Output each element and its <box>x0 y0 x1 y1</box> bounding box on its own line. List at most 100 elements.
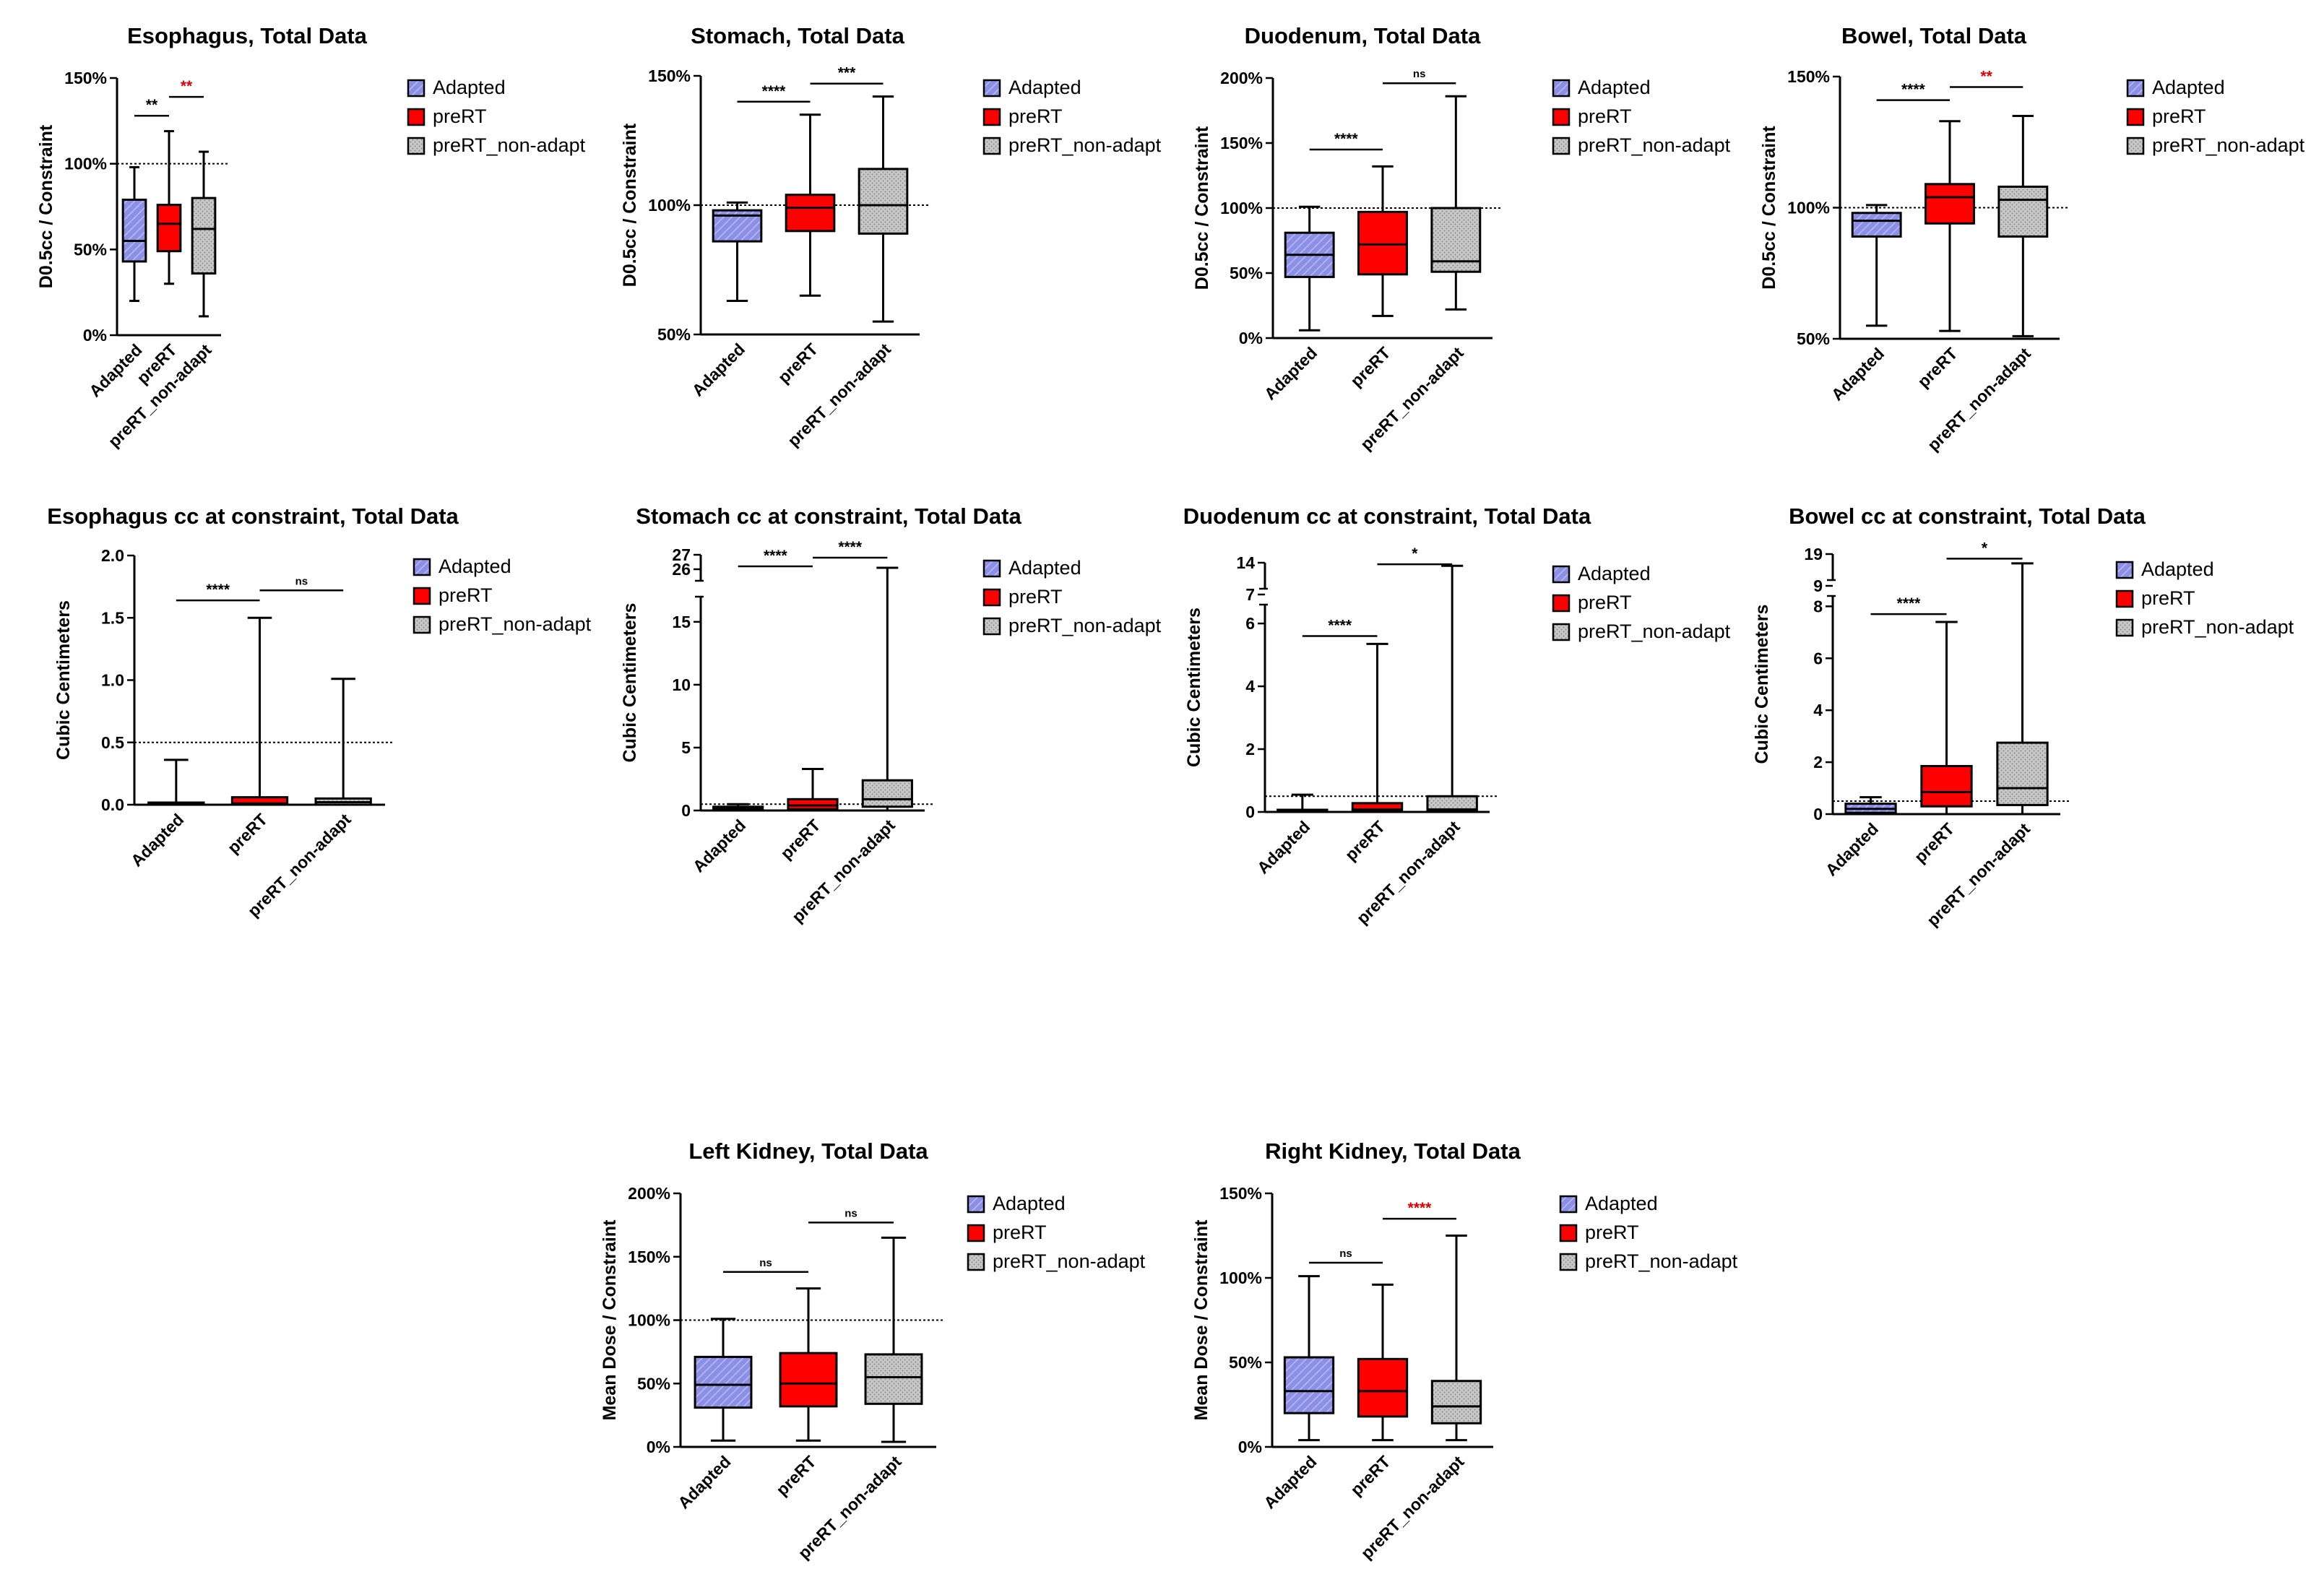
y-tick-label: 7 <box>1245 585 1255 604</box>
legend-swatch <box>1552 594 1571 613</box>
significance-label: * <box>1412 545 1418 562</box>
legend-entry: preRT <box>439 584 493 606</box>
y-tick-label: 14 <box>1236 553 1255 572</box>
significance-label: *** <box>838 65 856 82</box>
x-category-label: Adapted <box>127 810 187 870</box>
chart-panel: Stomach, Total Data D0.5cc / Constraint 50… <box>620 23 1162 450</box>
y-tick-label: 2 <box>1813 753 1823 771</box>
legend: Adapted preRT preRT_non-adapt <box>2126 77 2305 156</box>
legend-swatch <box>2115 618 2134 637</box>
box-prert-non-adapt <box>858 95 909 323</box>
y-tick-label: 8 <box>1813 597 1823 615</box>
y-axis-label: D0.5cc / Constraint <box>1759 126 1779 290</box>
box-iqr <box>1996 741 2049 806</box>
y-tick-label: 50% <box>657 325 691 344</box>
legend-swatch <box>1552 79 1571 98</box>
y-tick-label: 0 <box>681 801 691 820</box>
x-category-label: Adapted <box>689 816 749 876</box>
y-tick-label: 50% <box>637 1374 670 1393</box>
y-tick-label: 2.0 <box>101 546 124 565</box>
box-prert-non-adapt <box>1996 562 2049 816</box>
y-tick-label: 6 <box>1813 649 1823 667</box>
legend-entry: Adapted <box>1585 1193 1658 1214</box>
box-iqr <box>1357 1357 1409 1418</box>
legend-swatch <box>982 559 1001 578</box>
box-prert-non-adapt <box>191 150 217 318</box>
chart-title: Duodenum, Total Data <box>1245 23 1481 48</box>
box-adapted <box>1277 793 1329 813</box>
box-iqr <box>121 199 147 263</box>
legend-swatch <box>2126 108 2145 126</box>
legend-swatch <box>1552 108 1571 126</box>
significance-label: **** <box>1408 1200 1433 1216</box>
legend-swatch <box>1552 623 1571 641</box>
box-iqr <box>785 194 836 233</box>
legend-swatch <box>982 108 1001 126</box>
box-prert <box>1920 621 1973 816</box>
y-tick-label: 27 <box>672 545 691 564</box>
significance-label: **** <box>1334 131 1359 147</box>
box-prert <box>1357 1283 1409 1442</box>
y-tick-label: 2 <box>1245 740 1255 758</box>
y-tick-label: 4 <box>1813 701 1823 719</box>
legend-swatch <box>412 558 431 576</box>
chart-title: Stomach cc at constraint, Total Data <box>636 503 1021 529</box>
legend-swatch <box>2126 137 2145 155</box>
legend-swatch <box>407 137 426 155</box>
chart-panel: Bowel, Total Data D0.5cc / Constraint 50% 1… <box>1759 23 2305 454</box>
box-prert-non-adapt <box>864 1236 923 1443</box>
chart-title: Stomach, Total Data <box>691 23 904 48</box>
legend-swatch <box>1559 1195 1578 1214</box>
legend: Adapted preRT preRT_non-adapt <box>412 556 592 635</box>
box-prert-non-adapt <box>314 678 372 806</box>
y-tick-label: 4 <box>1245 677 1255 696</box>
y-tick-label: 15 <box>672 613 691 631</box>
box-iqr <box>1283 1356 1335 1414</box>
legend-swatch <box>2115 561 2134 579</box>
legend-entry: preRT_non-adapt <box>439 613 592 635</box>
legend-entry: preRT_non-adapt <box>1578 621 1731 642</box>
box-adapted <box>147 758 205 806</box>
box-prert <box>1357 165 1408 317</box>
y-axis-label: Cubic Centimeters <box>1184 608 1204 767</box>
x-category-label: preRT <box>1911 819 1958 866</box>
legend-entry: Adapted <box>1008 77 1081 98</box>
chart-title: Esophagus, Total Data <box>127 23 368 48</box>
chart-title: Bowel cc at constraint, Total Data <box>1789 503 2146 529</box>
legend-swatch <box>1552 565 1571 584</box>
chart-title: Esophagus cc at constraint, Total Data <box>47 503 459 529</box>
legend-entry: preRT_non-adapt <box>993 1250 1146 1272</box>
y-tick-label: 0.0 <box>101 795 124 814</box>
x-category-label: preRT <box>772 1452 819 1499</box>
x-category-label: Adapted <box>674 1452 734 1512</box>
legend-swatch <box>982 79 1001 98</box>
y-tick-label: 100% <box>64 155 107 173</box>
box-iqr <box>191 196 217 275</box>
legend-entry: preRT_non-adapt <box>2141 616 2294 638</box>
legend-entry: preRT_non-adapt <box>1578 134 1731 156</box>
legend-entry: Adapted <box>1578 563 1651 584</box>
legend: Adapted preRT preRT_non-adapt <box>407 77 586 156</box>
y-tick-label: 5 <box>681 738 691 757</box>
legend-entry: preRT_non-adapt <box>1008 134 1162 156</box>
legend-entry: Adapted <box>993 1193 1066 1214</box>
legend-entry: Adapted <box>2141 558 2214 580</box>
significance-label: **** <box>762 83 787 100</box>
x-category-label: Adapted <box>1261 343 1321 403</box>
box-prert-non-adapt <box>1430 95 1482 311</box>
y-tick-label: 150% <box>1220 134 1263 152</box>
y-axis-label: Mean Dose / Constraint <box>600 1219 620 1420</box>
y-tick-label: 50% <box>74 240 107 259</box>
x-category-label: Adapted <box>1828 344 1888 404</box>
y-tick-label: 50% <box>1229 1353 1262 1372</box>
significance-label: ns <box>1339 1248 1352 1260</box>
box-iqr <box>864 1353 923 1405</box>
x-category-label: Adapted <box>1260 1452 1320 1512</box>
legend-swatch <box>982 588 1001 607</box>
legend-entry: Adapted <box>439 556 511 577</box>
significance-label: ** <box>1980 69 1992 85</box>
y-axis-label: D0.5cc / Constraint <box>36 124 56 288</box>
y-tick-label: 6 <box>1245 614 1255 633</box>
legend-entry: preRT <box>993 1222 1047 1243</box>
y-tick-label: 26 <box>672 560 691 579</box>
